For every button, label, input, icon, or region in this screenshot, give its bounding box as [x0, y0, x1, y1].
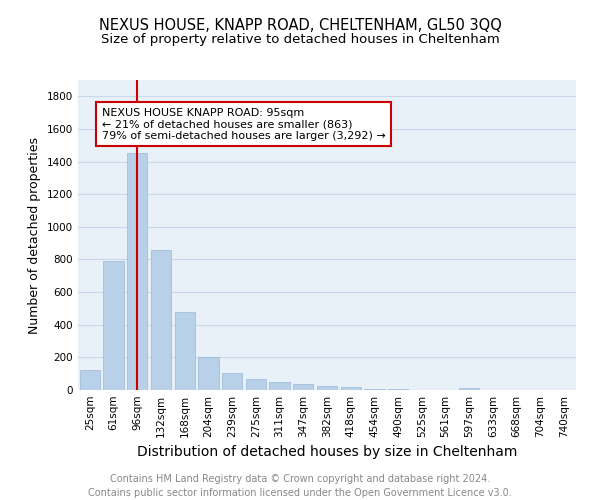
Text: NEXUS HOUSE KNAPP ROAD: 95sqm
← 21% of detached houses are smaller (863)
79% of : NEXUS HOUSE KNAPP ROAD: 95sqm ← 21% of d… — [102, 108, 385, 141]
Bar — [127, 152, 148, 390]
Bar — [341, 386, 361, 390]
Bar — [151, 250, 171, 390]
Bar — [80, 370, 100, 390]
Bar — [293, 384, 313, 390]
Bar — [459, 388, 479, 390]
Bar — [269, 382, 290, 390]
X-axis label: Distribution of detached houses by size in Cheltenham: Distribution of detached houses by size … — [137, 446, 517, 460]
Bar — [317, 386, 337, 390]
Bar — [222, 373, 242, 390]
Bar — [175, 312, 195, 390]
Bar — [246, 378, 266, 390]
Text: NEXUS HOUSE, KNAPP ROAD, CHELTENHAM, GL50 3QQ: NEXUS HOUSE, KNAPP ROAD, CHELTENHAM, GL5… — [98, 18, 502, 32]
Bar — [199, 358, 218, 390]
Text: Contains HM Land Registry data © Crown copyright and database right 2024.
Contai: Contains HM Land Registry data © Crown c… — [88, 474, 512, 498]
Y-axis label: Number of detached properties: Number of detached properties — [28, 136, 41, 334]
Text: Size of property relative to detached houses in Cheltenham: Size of property relative to detached ho… — [101, 32, 499, 46]
Bar — [364, 389, 385, 390]
Bar — [103, 261, 124, 390]
